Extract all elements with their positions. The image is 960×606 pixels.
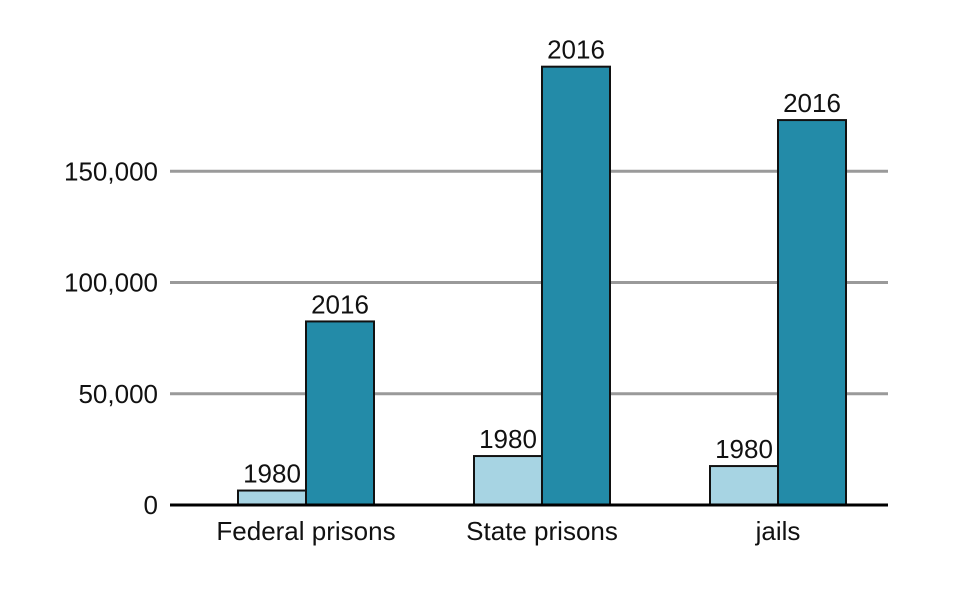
data-label: 2016 — [783, 88, 841, 118]
bar-state-prisons-2016 — [541, 65, 611, 507]
data-label: 1980 — [715, 434, 773, 464]
data-labels: 1980 2016 1980 2016 1980 2016 — [243, 35, 841, 489]
y-tick-label: 100,000 — [64, 268, 158, 298]
bar-federal-prisons-1980 — [237, 489, 307, 507]
bar-jails-2016 — [777, 119, 847, 506]
data-label: 1980 — [243, 459, 301, 489]
y-tick-label: 50,000 — [78, 379, 158, 409]
x-tick-label: jails — [755, 516, 801, 546]
bar-state-prisons-1980 — [473, 455, 543, 506]
bar-jails-1980 — [709, 465, 779, 506]
bar-federal-prisons-2016 — [305, 320, 375, 506]
y-tick-label: 0 — [144, 490, 158, 520]
data-label: 1980 — [479, 424, 537, 454]
y-tick-label: 150,000 — [64, 156, 158, 186]
axes: 0 50,000 100,000 150,000 Federal prisons Stat… — [64, 156, 888, 546]
x-tick-label: Federal prisons — [216, 516, 395, 546]
x-tick-label: State prisons — [466, 516, 618, 546]
gridlines — [170, 169, 888, 396]
data-label: 2016 — [547, 35, 605, 65]
data-label: 2016 — [311, 289, 369, 319]
bars — [237, 65, 847, 507]
